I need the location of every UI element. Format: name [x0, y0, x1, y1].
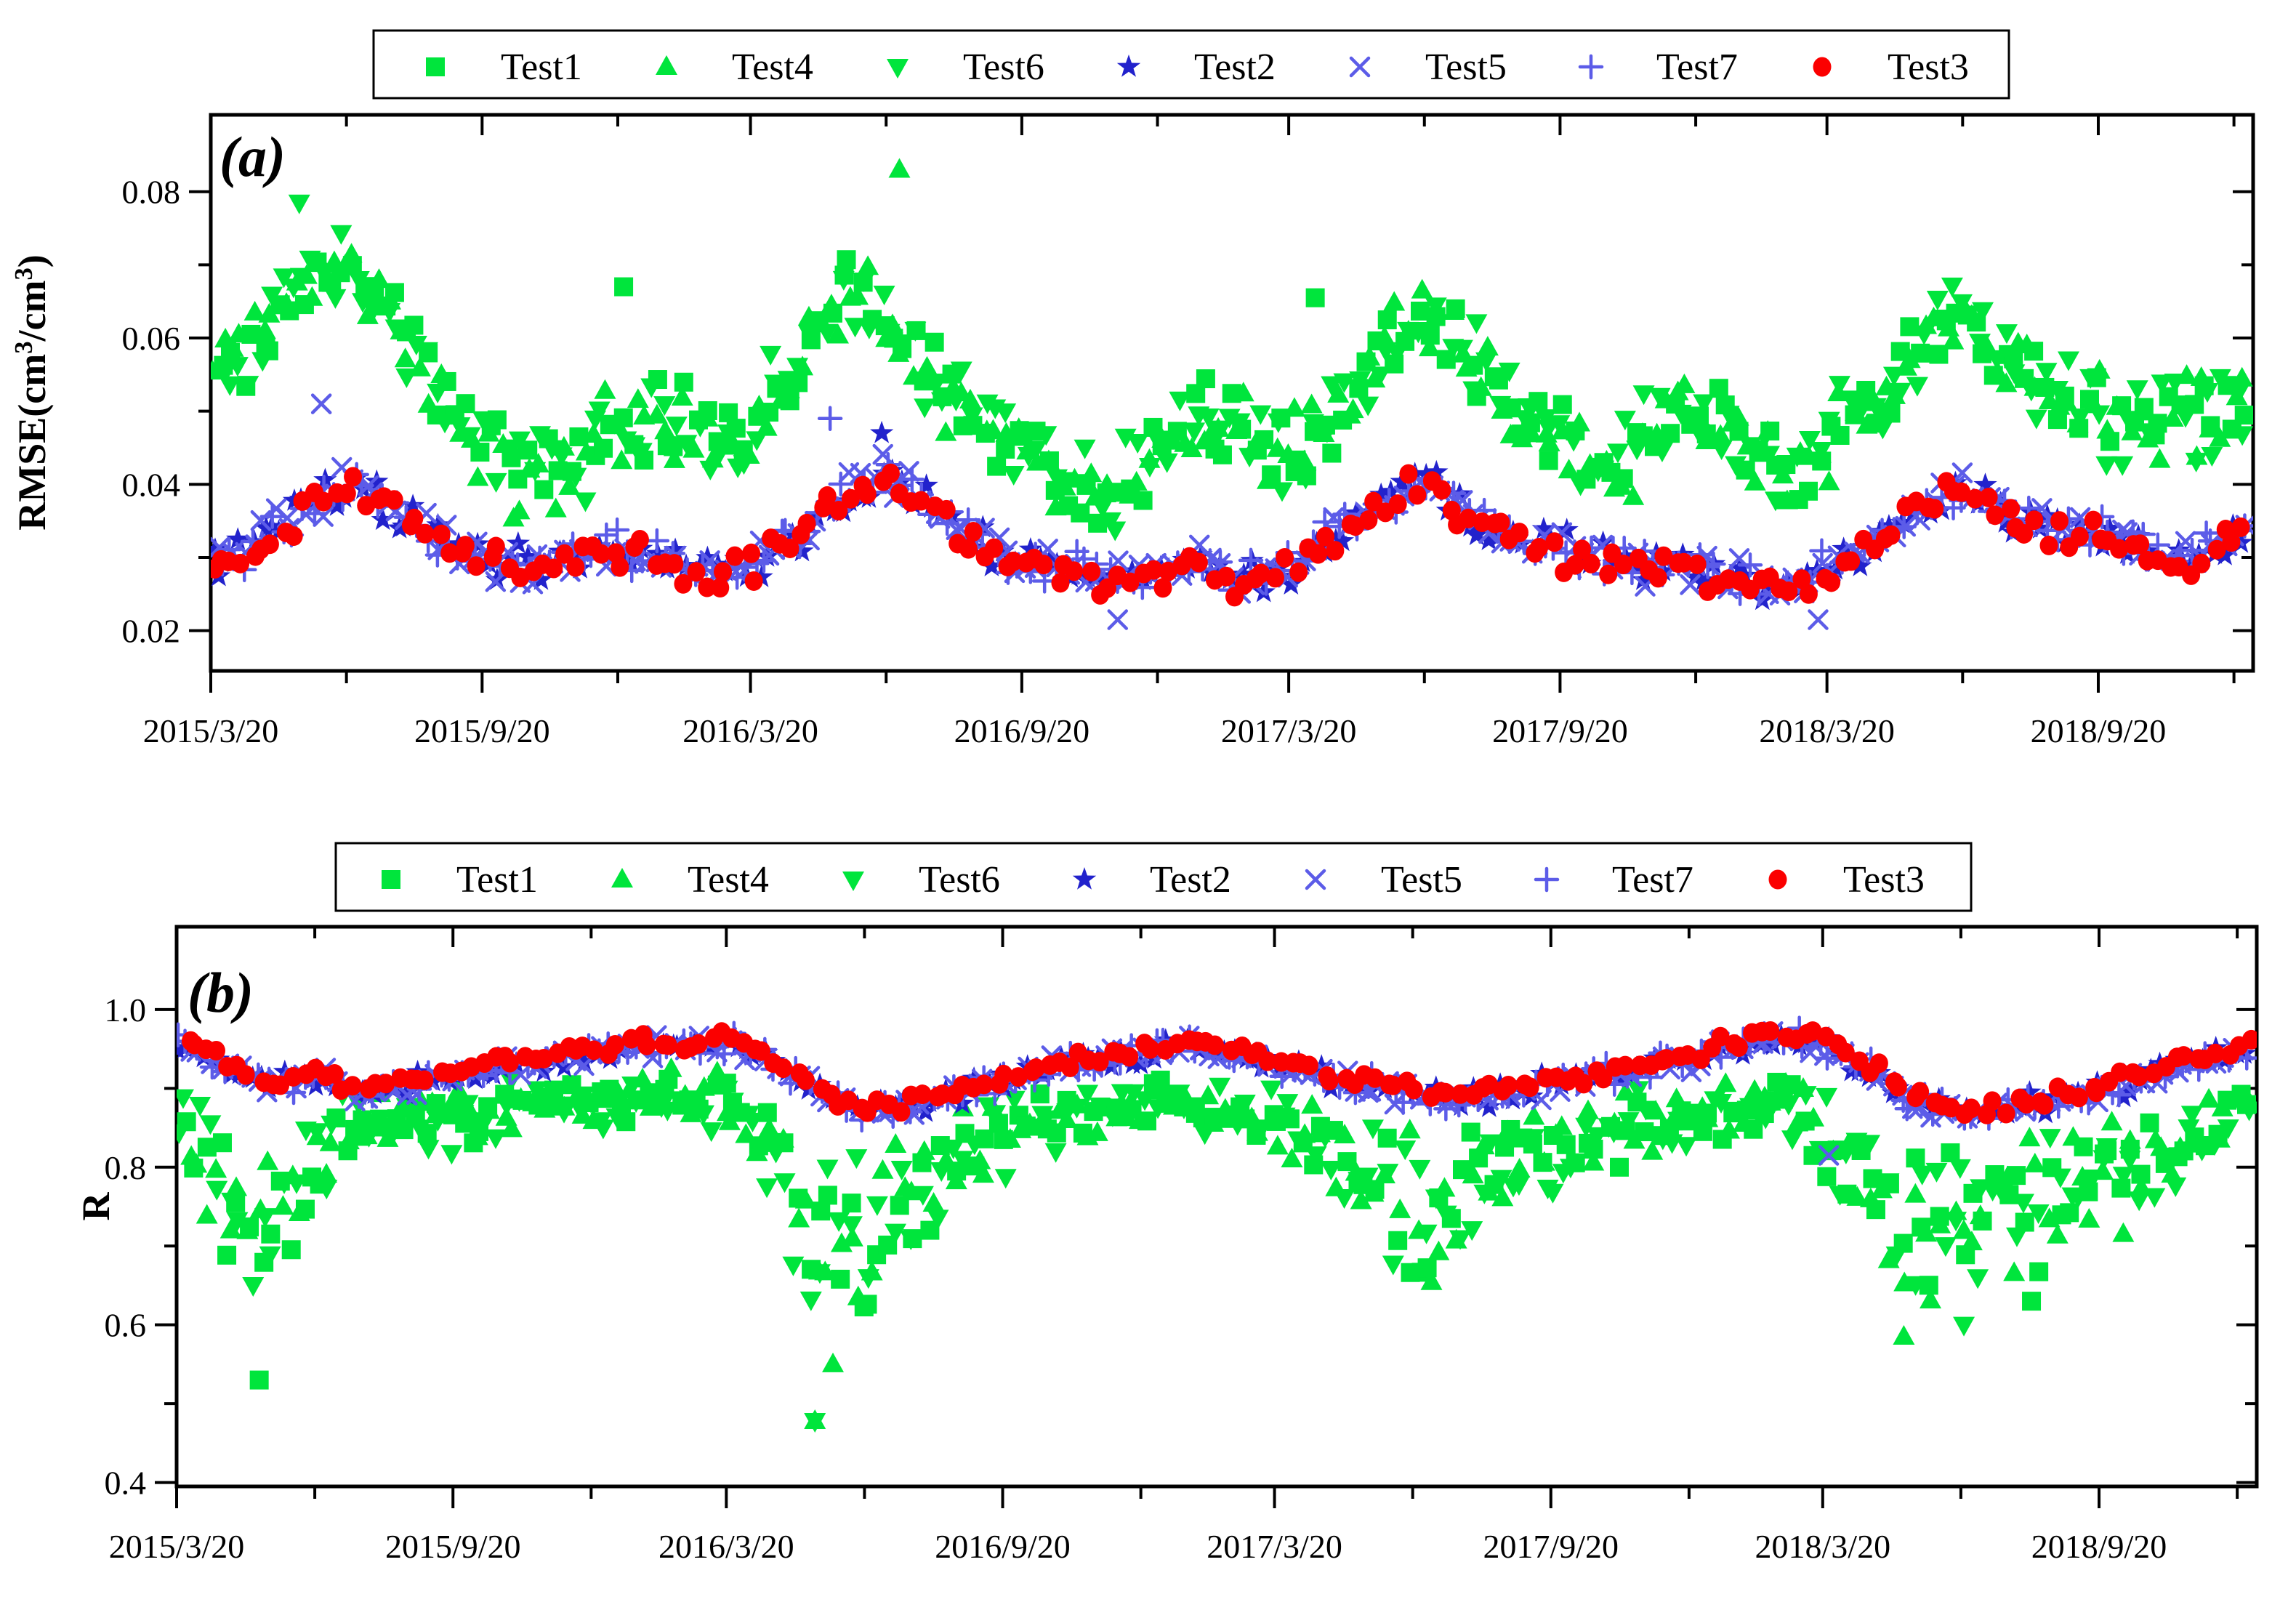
series-test3 [211, 463, 2250, 607]
legend-item-test7: Test7 [1534, 859, 1693, 901]
x-tick-label: 2016/9/20 [954, 712, 1090, 749]
x-tick-label: 2018/9/20 [2031, 712, 2167, 749]
legend-item-test3: Test3 [1813, 47, 1969, 88]
outlier-test6 [288, 194, 310, 214]
legend-item-test7: Test7 [1578, 47, 1738, 88]
y-tick-label: 0.8 [105, 1149, 147, 1186]
legend-item-test6: Test6 [842, 859, 1000, 901]
legend-item-test2: Test2 [1072, 859, 1231, 901]
outlier-test5 [1818, 1145, 1840, 1166]
panel-a: 2015/3/20 2015/9/20 2016/3/20 2016/9/20 2017… [10, 29, 2255, 749]
legend-item-test6: Test6 [887, 47, 1044, 88]
legend-label: Test1 [501, 47, 582, 88]
x-tick-label: 2018/9/20 [2031, 1528, 2167, 1565]
x-tick-label: 2017/9/20 [1492, 712, 1628, 749]
axes: 2015/3/20 2015/9/20 2016/3/20 2016/9/20 2017… [10, 113, 2255, 749]
series-test6 [177, 1072, 2257, 1311]
outlier-test4 [822, 1352, 845, 1372]
x-tick-label: 2016/3/20 [658, 1528, 794, 1565]
x-tick-label: 2016/9/20 [935, 1528, 1071, 1565]
legend-item-test4: Test4 [656, 47, 813, 88]
legend-item-test1: Test1 [426, 47, 582, 88]
outlier-test6 [1953, 1316, 1975, 1337]
x-tick-label: 2015/3/20 [109, 1528, 245, 1565]
legend-label: Test2 [1194, 47, 1276, 88]
legend-item-test5: Test5 [1349, 47, 1507, 88]
y-tick-label: 0.02 [122, 613, 181, 650]
legend-label: Test1 [456, 859, 538, 901]
y-tick-label: 0.6 [105, 1307, 147, 1344]
y-axis-title: RMSE(cm3/cm3) [10, 254, 54, 530]
legend-label: Test5 [1381, 859, 1462, 901]
y-axis-title: R [74, 1192, 118, 1221]
y-tick-label: 0.04 [122, 466, 181, 503]
series-test6 [214, 225, 2253, 542]
outlier-test1 [2022, 1292, 2042, 1311]
outlier-test1 [1305, 288, 1325, 307]
legend-label: Test6 [919, 859, 1000, 901]
x-tick-label: 2017/9/20 [1483, 1528, 1619, 1565]
x-tick-label: 2017/3/20 [1207, 1528, 1342, 1565]
y-tick-label: 0.06 [122, 320, 181, 357]
legend-label: Test7 [1656, 47, 1738, 88]
axes: 2015/3/20 2015/9/20 2016/3/20 2016/9/20 2017… [74, 925, 2259, 1565]
legend-label: Test3 [1843, 859, 1925, 901]
outlier-test5 [310, 393, 332, 414]
legend-item-test2: Test2 [1116, 47, 1276, 88]
legend-label: Test2 [1150, 859, 1231, 901]
panel-label: (a) [219, 125, 286, 188]
y-tick-label: 1.0 [105, 991, 147, 1029]
legend: Test1 Test4 Test6 Test2 Test5 Test7 Test3 [372, 29, 2010, 100]
y-tick-label: 0.4 [105, 1465, 147, 1502]
series-test3 [181, 1021, 2257, 1124]
outlier-test2 [870, 420, 894, 443]
plot-area [177, 1015, 2257, 1433]
panel-label: (b) [188, 961, 254, 1024]
legend-item-test4: Test4 [611, 859, 769, 901]
legend-item-test5: Test5 [1305, 859, 1462, 901]
outlier-test6 [804, 1412, 826, 1433]
y-tick-label: 0.08 [122, 174, 181, 211]
legend-label: Test6 [963, 47, 1044, 88]
legend-item-test3: Test3 [1768, 859, 1925, 901]
x-tick-label: 2018/3/20 [1755, 1528, 1891, 1565]
outlier-test5 [1107, 609, 1129, 630]
legend-label: Test4 [732, 47, 813, 88]
x-tick-label: 2017/3/20 [1221, 712, 1357, 749]
outlier-test1 [614, 277, 634, 297]
legend-item-test1: Test1 [382, 859, 538, 901]
x-tick-label: 2016/3/20 [682, 712, 818, 749]
x-tick-label: 2015/9/20 [414, 712, 550, 749]
x-tick-label: 2015/3/20 [143, 712, 279, 749]
plot-area [211, 158, 2253, 630]
legend-label: Test3 [1888, 47, 1969, 88]
legend-label: Test5 [1425, 47, 1507, 88]
outlier-test4 [1893, 1324, 1915, 1345]
x-tick-label: 2018/3/20 [1759, 712, 1895, 749]
x-tick-label: 2015/9/20 [385, 1528, 521, 1565]
outlier-test4 [888, 158, 911, 178]
outlier-test1 [249, 1370, 269, 1390]
outlier-test7 [817, 406, 843, 431]
outlier-test5 [1808, 609, 1829, 630]
legend: Test1 Test4 Test6 Test2 Test5 Test7 Test3 [334, 842, 1973, 912]
panel-b: 2015/3/20 2015/9/20 2016/3/20 2016/9/20 2017… [74, 842, 2259, 1565]
legend-label: Test7 [1612, 859, 1693, 901]
series-test4 [180, 1057, 2257, 1309]
legend-label: Test4 [688, 859, 769, 901]
